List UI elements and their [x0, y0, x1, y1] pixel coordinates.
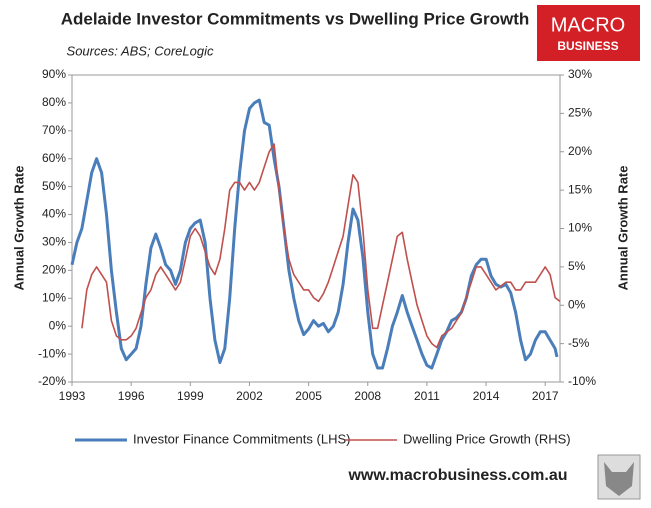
y2-tick-label: 0% — [568, 297, 586, 311]
footer: www.macrobusiness.com.au — [347, 467, 567, 484]
x-tick-label: 2002 — [236, 389, 263, 403]
chart-subtitle: Sources: ABS; CoreLogic — [67, 43, 214, 58]
y2-tick-label: -5% — [568, 336, 590, 350]
y2-tick-label: 10% — [568, 221, 592, 235]
series-line — [70, 98, 559, 370]
legend-label: Dwelling Price Growth (RHS) — [403, 431, 571, 446]
y-axis-label: Annual Growth Rate — [11, 166, 26, 291]
x-tick-label: 1993 — [59, 389, 86, 403]
y2-axis-label: Annual Growth Rate — [615, 166, 630, 291]
x-tick-label: 2014 — [473, 389, 500, 403]
y-tick-label: 30% — [42, 235, 66, 249]
x-tick-label: 2011 — [414, 389, 440, 403]
logo-text: MACRO — [551, 14, 625, 36]
y-tick-label: 40% — [42, 207, 66, 221]
plot-frame — [71, 74, 561, 383]
x-tick-label: 1996 — [118, 389, 145, 403]
y2-tick-label: 5% — [568, 259, 586, 273]
chart-title: Adelaide Investor Commitments vs Dwellin… — [61, 9, 530, 28]
logo: MACRO BUSINESS — [537, 5, 640, 61]
y-tick-label: 90% — [42, 67, 66, 81]
x-tick-label: 1999 — [177, 389, 204, 403]
y-tick-label: 10% — [42, 290, 66, 304]
y-tick-label: 60% — [42, 151, 66, 165]
wolf-icon — [597, 454, 641, 500]
y2-tick-label: -10% — [568, 374, 596, 388]
x-tick-label: 2008 — [354, 389, 381, 403]
y2-tick-label: 20% — [568, 144, 592, 158]
y2-tick-label: 30% — [568, 67, 592, 81]
y-tick-label: 20% — [42, 263, 66, 277]
y-tick-label: 0% — [49, 318, 67, 332]
y2-tick-label: 15% — [568, 182, 592, 196]
y-tick-label: 50% — [42, 179, 66, 193]
logo-text: BUSINESS — [557, 39, 618, 53]
series-line — [81, 143, 561, 349]
x-tick-label: 2005 — [295, 389, 322, 403]
y-tick-label: 70% — [42, 123, 66, 137]
y-tick-label: 80% — [42, 95, 66, 109]
legend-label: Investor Finance Commitments (LHS) — [133, 431, 350, 446]
y-tick-label: -20% — [38, 374, 66, 388]
x-tick-label: 2017 — [532, 389, 559, 403]
logo-box — [537, 5, 640, 61]
y-tick-label: -10% — [38, 346, 66, 360]
y2-tick-label: 25% — [568, 106, 592, 120]
